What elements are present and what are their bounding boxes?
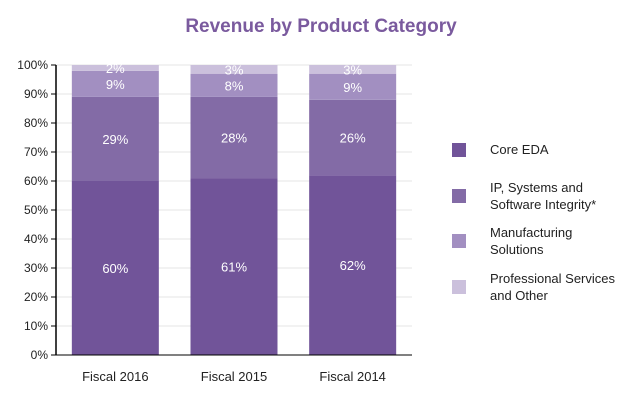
bar-segment xyxy=(309,175,397,355)
legend-label: Core EDA xyxy=(490,142,549,157)
data-label: 29% xyxy=(102,132,128,147)
legend-swatch xyxy=(452,234,466,248)
y-tick-label: 50% xyxy=(24,203,48,217)
y-tick-label: 100% xyxy=(17,58,48,72)
data-label: 26% xyxy=(340,131,366,146)
y-tick-label: 70% xyxy=(24,145,48,159)
bar-segment xyxy=(190,178,278,355)
x-tick-label: Fiscal 2014 xyxy=(319,369,385,384)
legend-label: Manufacturing Solutions xyxy=(490,225,573,257)
data-label: 3% xyxy=(343,62,362,77)
data-label: 9% xyxy=(106,77,125,92)
bar-segment xyxy=(190,96,278,179)
bar-segment xyxy=(71,70,159,97)
legend-swatch xyxy=(452,280,466,294)
legend-label: Professional Services and Other xyxy=(490,271,615,303)
legend-swatch xyxy=(452,189,466,203)
data-label: 8% xyxy=(225,78,244,93)
data-label: 9% xyxy=(343,80,362,95)
y-tick-label: 90% xyxy=(24,87,48,101)
x-tick-label: Fiscal 2016 xyxy=(82,369,148,384)
legend-label: IP, Systems and Software Integrity* xyxy=(490,180,597,212)
bar-segment xyxy=(71,65,159,71)
legend-swatch xyxy=(452,143,466,157)
bar-segment xyxy=(309,99,397,176)
data-label: 62% xyxy=(340,258,366,273)
x-tick-label: Fiscal 2015 xyxy=(201,369,267,384)
bar-segment xyxy=(71,96,159,181)
y-tick-label: 40% xyxy=(24,232,48,246)
chart-title: Revenue by Product Category xyxy=(185,16,457,37)
bar-segment xyxy=(309,73,397,100)
data-label: 2% xyxy=(106,61,125,76)
y-tick-label: 20% xyxy=(24,290,48,304)
y-tick-label: 10% xyxy=(24,319,48,333)
bar-segment xyxy=(190,65,278,74)
bar-segment xyxy=(71,181,159,355)
y-tick-label: 0% xyxy=(31,348,49,362)
y-tick-label: 60% xyxy=(24,174,48,188)
y-tick-label: 80% xyxy=(24,116,48,130)
bar-segment xyxy=(190,73,278,97)
y-tick-label: 30% xyxy=(24,261,48,275)
bar-segment xyxy=(309,65,397,74)
data-label: 60% xyxy=(102,261,128,276)
data-label: 61% xyxy=(221,260,247,275)
data-label: 28% xyxy=(221,131,247,146)
data-label: 3% xyxy=(225,62,244,77)
